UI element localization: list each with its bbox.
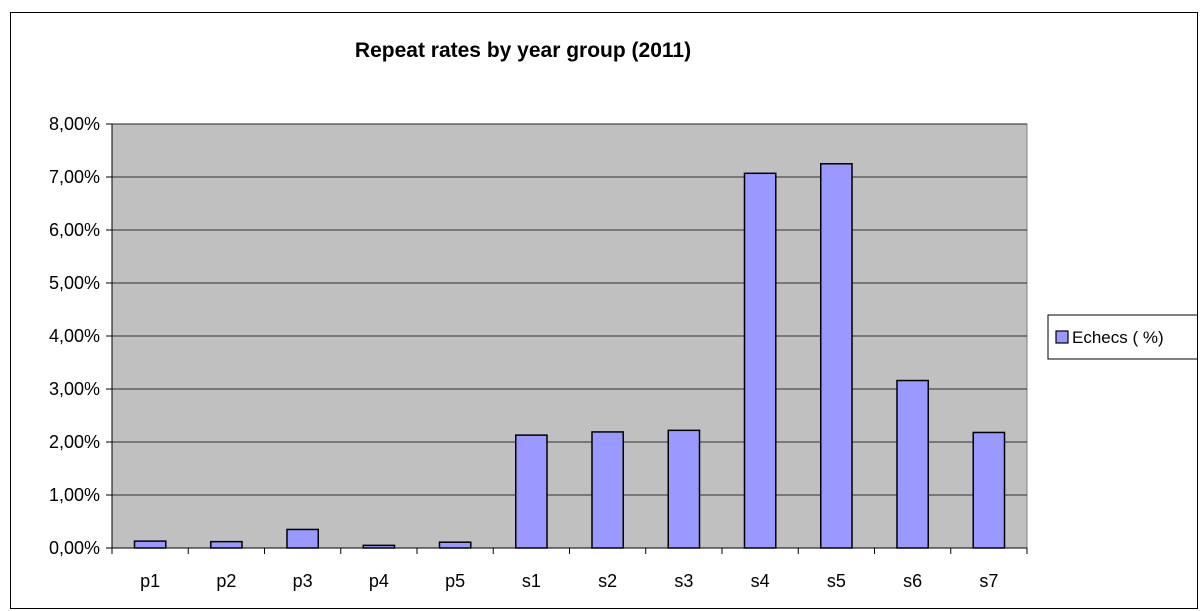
bar-chart: Repeat rates by year group (2011) 0,00% 1… <box>49 39 1197 591</box>
axes: 0,00% 1,00% 2,00% 3,00% 4,00% 5,00% 6,00% 7,00%… <box>49 114 1028 591</box>
y-tick-label: 4,00% <box>49 326 100 346</box>
bar-p3 <box>286 528 320 549</box>
x-tick-label: s4 <box>751 571 770 591</box>
x-tick-label: s2 <box>598 571 617 591</box>
bar-s7 <box>972 431 1006 549</box>
y-tick-label: 5,00% <box>49 273 100 293</box>
x-tick-label: p3 <box>293 571 313 591</box>
legend-swatch <box>1055 330 1069 344</box>
y-tick-label: 6,00% <box>49 220 100 240</box>
chart-frame: Repeat rates by year group (2011) 0,00% 1… <box>10 12 1198 609</box>
x-tick-label: s7 <box>979 571 998 591</box>
x-tick-label: p1 <box>140 571 160 591</box>
gridlines <box>112 123 1027 496</box>
legend-label: Echecs ( %) <box>1072 328 1164 347</box>
bar-s1 <box>514 434 548 549</box>
y-tick-label: 1,00% <box>49 485 100 505</box>
bar-s3 <box>667 429 701 549</box>
x-tick-label: s1 <box>522 571 541 591</box>
bar-p2 <box>209 540 243 549</box>
x-tick-label: s6 <box>903 571 922 591</box>
bar-s5 <box>819 163 853 549</box>
y-tick-label: 8,00% <box>49 114 100 134</box>
bar-s2 <box>591 431 625 549</box>
x-tick-label: p2 <box>216 571 236 591</box>
y-tick-label: 0,00% <box>49 538 100 558</box>
bar-p1 <box>133 540 167 549</box>
x-tick-label: s3 <box>674 571 693 591</box>
x-tick-label: p4 <box>369 571 389 591</box>
legend: Echecs ( %) <box>1047 314 1197 360</box>
bar-s4 <box>743 172 777 549</box>
y-tick-label: 2,00% <box>49 432 100 452</box>
bar-s6 <box>896 379 930 549</box>
x-tick-label: s5 <box>827 571 846 591</box>
chart-title: Repeat rates by year group (2011) <box>355 39 691 62</box>
legend-box <box>1047 314 1197 360</box>
y-tick-label: 3,00% <box>49 379 100 399</box>
y-tick-label: 7,00% <box>49 167 100 187</box>
bars <box>133 163 1006 549</box>
x-tick-label: p5 <box>445 571 465 591</box>
bar-p5 <box>438 541 472 549</box>
